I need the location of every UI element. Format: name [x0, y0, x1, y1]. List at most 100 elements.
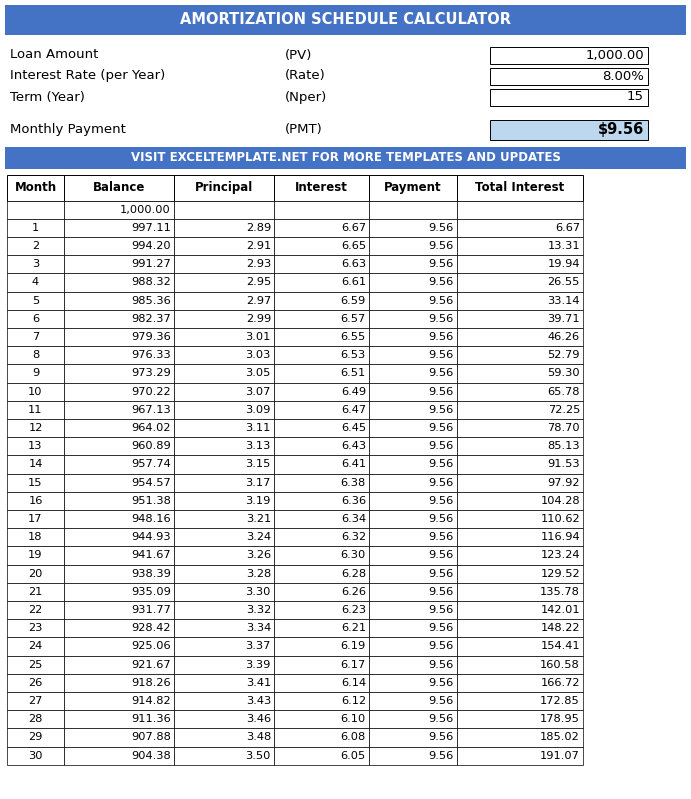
Bar — [274, 601, 369, 619]
Bar — [174, 401, 274, 419]
Bar — [7, 346, 64, 364]
Bar — [174, 491, 274, 510]
Text: 3.03: 3.03 — [245, 350, 271, 360]
Bar — [457, 528, 583, 547]
Text: 9.56: 9.56 — [428, 259, 454, 269]
Bar — [274, 619, 369, 638]
Text: 976.33: 976.33 — [131, 350, 171, 360]
Text: 979.36: 979.36 — [131, 332, 171, 342]
Bar — [369, 674, 457, 692]
Bar — [64, 619, 174, 638]
Bar — [7, 565, 64, 582]
Bar — [174, 237, 274, 255]
Text: 6.53: 6.53 — [341, 350, 366, 360]
Bar — [457, 174, 583, 201]
Bar — [174, 174, 274, 201]
Bar — [369, 474, 457, 491]
Bar — [457, 491, 583, 510]
Bar — [490, 89, 648, 105]
Bar — [174, 455, 274, 474]
Bar — [64, 729, 174, 746]
Bar — [457, 601, 583, 619]
Bar — [274, 419, 369, 437]
Text: 9.56: 9.56 — [428, 405, 454, 415]
Text: 6.10: 6.10 — [341, 714, 366, 724]
Text: 13: 13 — [28, 441, 43, 451]
Text: 9.56: 9.56 — [428, 459, 454, 470]
Text: 21: 21 — [28, 586, 43, 597]
Text: 6.67: 6.67 — [555, 223, 580, 233]
Bar — [457, 292, 583, 310]
Text: 154.41: 154.41 — [540, 642, 580, 651]
Bar — [274, 201, 369, 219]
Bar — [7, 419, 64, 437]
Text: 9.56: 9.56 — [428, 314, 454, 324]
Text: 921.67: 921.67 — [131, 660, 171, 670]
Text: 91.53: 91.53 — [547, 459, 580, 470]
Text: 935.09: 935.09 — [131, 586, 171, 597]
Bar — [274, 582, 369, 601]
Text: 9.56: 9.56 — [428, 586, 454, 597]
Text: 9.56: 9.56 — [428, 532, 454, 543]
Bar — [7, 746, 64, 765]
Bar — [369, 729, 457, 746]
Bar — [369, 692, 457, 710]
Text: 2.93: 2.93 — [246, 259, 271, 269]
Text: 9.56: 9.56 — [428, 514, 454, 524]
Bar — [64, 346, 174, 364]
Text: 6.12: 6.12 — [341, 696, 366, 706]
Bar — [64, 746, 174, 765]
Text: 948.16: 948.16 — [131, 514, 171, 524]
Text: 6.34: 6.34 — [341, 514, 366, 524]
Text: 3.48: 3.48 — [246, 733, 271, 742]
Bar — [7, 273, 64, 292]
Bar — [369, 174, 457, 201]
Text: 160.58: 160.58 — [540, 660, 580, 670]
Text: 3.13: 3.13 — [245, 441, 271, 451]
Bar — [457, 547, 583, 565]
Bar — [7, 655, 64, 674]
Text: 970.22: 970.22 — [131, 387, 171, 396]
Bar — [457, 419, 583, 437]
Text: 982.37: 982.37 — [131, 314, 171, 324]
Bar — [7, 491, 64, 510]
Text: 26: 26 — [28, 678, 43, 688]
Bar — [174, 619, 274, 638]
Bar — [64, 237, 174, 255]
Text: 6.43: 6.43 — [341, 441, 366, 451]
Text: 6.17: 6.17 — [341, 660, 366, 670]
Bar — [369, 364, 457, 383]
Text: 9.56: 9.56 — [428, 241, 454, 251]
Text: Balance: Balance — [93, 181, 145, 194]
Text: 3.15: 3.15 — [245, 459, 271, 470]
Text: 3.30: 3.30 — [245, 586, 271, 597]
Bar — [369, 383, 457, 401]
Bar — [64, 565, 174, 582]
Text: 3.24: 3.24 — [246, 532, 271, 543]
Text: 9.56: 9.56 — [428, 332, 454, 342]
Text: Loan Amount: Loan Amount — [10, 49, 98, 62]
Bar — [64, 437, 174, 455]
Bar — [7, 674, 64, 692]
Text: 9.56: 9.56 — [428, 605, 454, 615]
Text: 9.56: 9.56 — [428, 714, 454, 724]
Text: 3.26: 3.26 — [246, 551, 271, 560]
Bar — [274, 692, 369, 710]
Text: 18: 18 — [28, 532, 43, 543]
Text: 9.56: 9.56 — [428, 223, 454, 233]
Text: 9.56: 9.56 — [428, 277, 454, 288]
Bar — [64, 474, 174, 491]
Bar — [174, 547, 274, 565]
Bar — [457, 273, 583, 292]
Text: 6.19: 6.19 — [341, 642, 366, 651]
Bar — [274, 455, 369, 474]
Bar — [274, 510, 369, 528]
Bar — [274, 310, 369, 328]
Text: 6.26: 6.26 — [341, 586, 366, 597]
Bar — [7, 255, 64, 273]
Bar — [274, 474, 369, 491]
Text: 9.56: 9.56 — [428, 496, 454, 506]
Text: 904.38: 904.38 — [131, 750, 171, 761]
Text: 6.47: 6.47 — [341, 405, 366, 415]
Bar — [7, 474, 64, 491]
